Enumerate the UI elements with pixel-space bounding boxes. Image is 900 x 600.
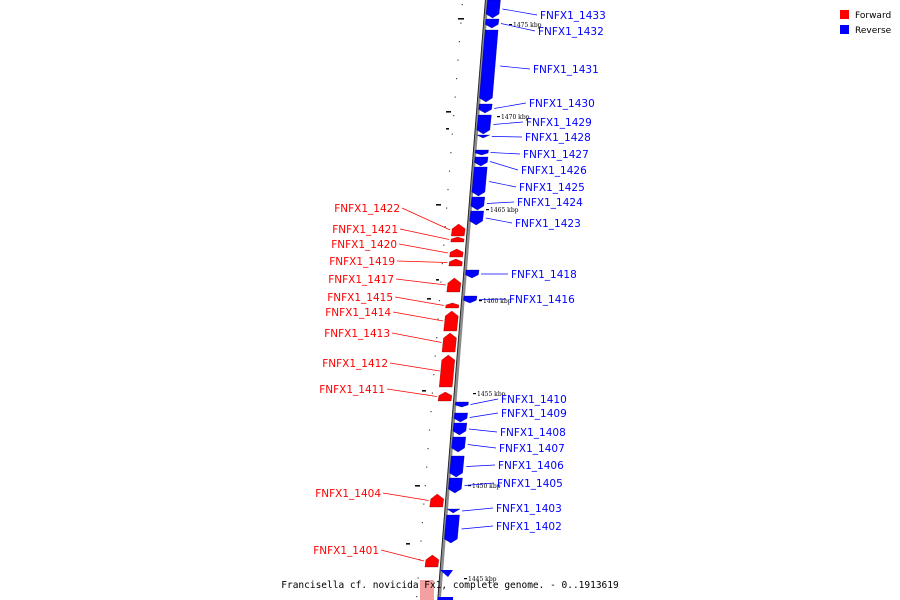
gene-reverse-partial <box>440 570 453 577</box>
gene-label: FNFX1_1419 <box>329 256 395 268</box>
gene-label: FNFX1_1425 <box>519 182 585 194</box>
gene-label: FNFX1_1413 <box>324 328 390 340</box>
gene-forward-FNFX1_1420[interactable] <box>449 248 464 258</box>
gene-label: FNFX1_1408 <box>500 427 566 439</box>
gene-forward-FNFX1_1419[interactable] <box>448 258 463 267</box>
gene-label: FNFX1_1432 <box>538 26 604 38</box>
gene-forward-partial <box>420 580 434 600</box>
gene-label: FNFX1_1424 <box>517 197 583 209</box>
gene-reverse-FNFX1_1408[interactable] <box>452 422 468 436</box>
gene-label: FNFX1_1402 <box>496 521 562 533</box>
gene-reverse-FNFX1_1423[interactable] <box>469 210 484 226</box>
gene-label: FNFX1_1403 <box>496 503 562 515</box>
gene-forward-FNFX1_1401[interactable] <box>424 554 440 568</box>
gene-label: FNFX1_1409 <box>501 408 567 420</box>
gene-forward-FNFX1_1404[interactable] <box>429 493 444 508</box>
legend-swatch <box>840 10 849 19</box>
legend-label: Reverse <box>855 26 892 36</box>
gene-label: FNFX1_1433 <box>540 10 606 22</box>
gene-forward-FNFX1_1413[interactable] <box>441 332 457 353</box>
gene-reverse-FNFX1_1406[interactable] <box>449 455 465 478</box>
backbone-core <box>437 0 486 600</box>
gene-label: FNFX1_1414 <box>325 307 391 319</box>
gene-label: FNFX1_1407 <box>499 443 565 455</box>
gene-forward-FNFX1_1415[interactable] <box>445 302 460 309</box>
legend: Forward Reverse <box>840 10 892 36</box>
scale-label: 1475 kbp <box>513 22 542 29</box>
gene-label: FNFX1_1410 <box>501 394 567 406</box>
gene-label: FNFX1_1421 <box>332 224 398 236</box>
legend-label: Forward <box>855 11 891 21</box>
gene-reverse-FNFX1_1424[interactable] <box>470 196 486 211</box>
gene-label: FNFX1_1418 <box>511 269 577 281</box>
gene-forward-FNFX1_1422[interactable] <box>451 223 466 237</box>
gene-label: FNFX1_1417 <box>328 274 394 286</box>
genome-caption: Francisella cf. novicida Fx1, complete g… <box>281 580 619 591</box>
gene-label: FNFX1_1426 <box>521 165 587 177</box>
gene-reverse-FNFX1_1433[interactable] <box>485 0 501 19</box>
scale-label: 1460 kbp <box>483 298 512 305</box>
gene-label: FNFX1_1406 <box>498 460 564 472</box>
gene-reverse-FNFX1_1418[interactable] <box>465 269 480 279</box>
gene-label: FNFX1_1423 <box>515 218 581 230</box>
scale-label: 1450 kbp <box>472 483 501 490</box>
scale-label: 1470 kbp <box>501 114 530 121</box>
gene-label: FNFX1_1404 <box>315 488 381 500</box>
gene-label: FNFX1_1412 <box>322 358 388 370</box>
gene-forward-FNFX1_1417[interactable] <box>446 277 462 293</box>
gene-reverse-FNFX1_1431[interactable] <box>479 29 499 103</box>
gene-reverse-FNFX1_1403[interactable] <box>446 508 461 514</box>
gene-label: FNFX1_1405 <box>497 478 563 490</box>
gene-reverse-FNFX1_1410[interactable] <box>454 401 469 408</box>
gene-reverse-FNFX1_1402[interactable] <box>444 514 460 544</box>
gene-reverse-FNFX1_1425[interactable] <box>471 166 488 197</box>
gene-reverse-FNFX1_1405[interactable] <box>448 477 463 494</box>
gene-reverse-FNFX1_1432[interactable] <box>485 18 500 29</box>
gene-label: FNFX1_1429 <box>526 117 592 129</box>
gene-forward-FNFX1_1414[interactable] <box>443 310 459 332</box>
scale-label: 1455 kbp <box>477 391 506 398</box>
scale-label: 1445 kbp <box>468 576 497 583</box>
gene-forward-FNFX1_1421[interactable] <box>450 236 465 243</box>
gene-reverse-FNFX1_1407[interactable] <box>451 436 466 453</box>
gene-label: FNFX1_1428 <box>525 132 591 144</box>
gene-reverse-FNFX1_1416[interactable] <box>463 295 478 304</box>
gene-label: FNFX1_1430 <box>529 98 595 110</box>
gene-label: FNFX1_1431 <box>533 64 599 76</box>
gene-reverse-FNFX1_1409[interactable] <box>453 412 468 423</box>
gene-forward-FNFX1_1412[interactable] <box>439 354 455 388</box>
gene-reverse-FNFX1_1427[interactable] <box>475 149 489 156</box>
gene-reverse-FNFX1_1428[interactable] <box>476 134 490 139</box>
gene-label: FNFX1_1422 <box>334 203 400 215</box>
gene-reverse-FNFX1_1426[interactable] <box>474 156 489 167</box>
gene-reverse-FNFX1_1429[interactable] <box>476 114 492 135</box>
gene-label: FNFX1_1416 <box>509 294 575 306</box>
gene-label: FNFX1_1415 <box>327 292 393 304</box>
gene-label: FNFX1_1401 <box>313 545 379 557</box>
gene-label: FNFX1_1420 <box>331 239 397 251</box>
scale-label: 1465 kbp <box>490 207 519 214</box>
legend-swatch <box>840 25 849 34</box>
gene-reverse-partial <box>438 597 453 600</box>
gene-forward-FNFX1_1411[interactable] <box>437 391 452 402</box>
gene-reverse-FNFX1_1430[interactable] <box>478 103 493 114</box>
gene-label: FNFX1_1411 <box>319 384 385 396</box>
backbone-line <box>437 0 489 600</box>
gene-label: FNFX1_1427 <box>523 149 589 161</box>
